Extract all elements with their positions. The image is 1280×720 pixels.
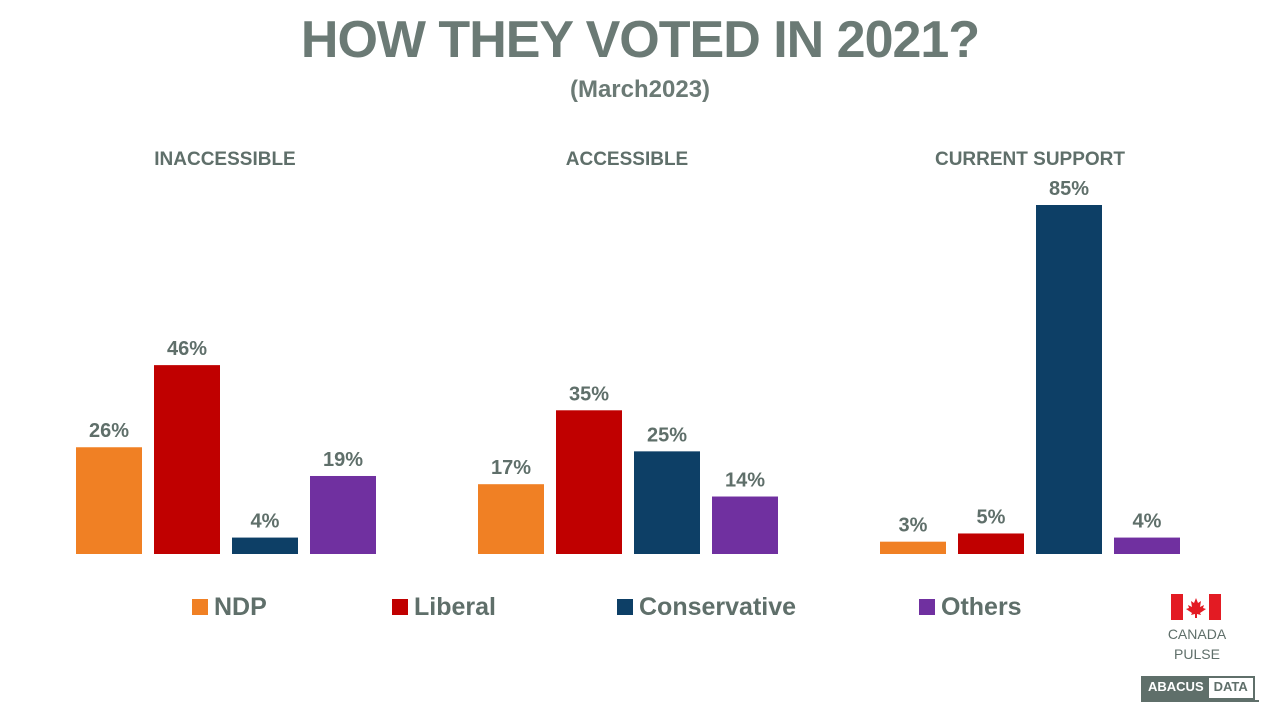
legend-item-liberal: Liberal [392, 592, 496, 622]
bar-accessible-liberal [556, 410, 622, 554]
group-label-accessible: ACCESSIBLE [566, 149, 688, 170]
chart-title: HOW THEY VOTED IN 2021? [300, 11, 980, 69]
bar-inaccessible-conservative [232, 537, 298, 554]
data-label-accessible-ndp: 17% [491, 457, 531, 479]
canada-pulse-line2: PULSE [1174, 646, 1220, 662]
data-label-current-support-ndp: 3% [899, 515, 928, 537]
abacus-data-logo: ABACUS DATA [1141, 676, 1255, 700]
bar-current-support-conservative [1036, 205, 1102, 554]
bar-inaccessible-others [310, 475, 376, 554]
data-label-accessible-liberal: 35% [569, 383, 609, 405]
data-label-inaccessible-ndp: 26% [89, 420, 129, 442]
legend-item-others: Others [919, 592, 1022, 622]
group-label-inaccessible: INACCESSIBLE [154, 149, 295, 170]
data-label-current-support-liberal: 5% [977, 506, 1006, 528]
legend-swatch-ndp [192, 599, 208, 615]
data-label-current-support-others: 4% [1133, 511, 1162, 533]
data-label-current-support-conservative: 85% [1049, 178, 1089, 200]
chart-subtitle: (March2023) [569, 76, 711, 103]
legend-swatch-liberal [392, 599, 408, 615]
legend-label-ndp: NDP [214, 592, 267, 621]
bar-current-support-liberal [958, 533, 1024, 554]
data-label-inaccessible-conservative: 4% [251, 511, 280, 533]
data-label-inaccessible-others: 19% [323, 449, 363, 471]
legend-swatch-conservative [617, 599, 633, 615]
legend-label-others: Others [941, 592, 1022, 621]
bar-current-support-others [1114, 537, 1180, 554]
bar-inaccessible-ndp [76, 447, 142, 554]
bar-accessible-ndp [478, 484, 544, 554]
data-label-inaccessible-liberal: 46% [167, 338, 207, 360]
bar-chart: INACCESSIBLE 26% 46% 4% 19% ACCESSIBLE 17% 35% 2… [76, 149, 1180, 554]
canada-flag-icon [1171, 594, 1221, 620]
canada-pulse-line1: CANADA [1167, 626, 1227, 642]
bar-accessible-others [712, 496, 778, 554]
legend-item-ndp: NDP [192, 592, 267, 622]
data-label-accessible-conservative: 25% [647, 424, 687, 446]
bar-accessible-conservative [634, 451, 700, 554]
abacus-logo-part1: ABACUS [1143, 678, 1209, 698]
legend-label-liberal: Liberal [414, 592, 496, 621]
bar-inaccessible-liberal [154, 365, 220, 554]
abacus-logo-part2: DATA [1208, 678, 1253, 698]
bar-current-support-ndp [880, 541, 946, 554]
legend-item-conservative: Conservative [617, 592, 796, 622]
data-label-accessible-others: 14% [725, 470, 765, 492]
legend-label-conservative: Conservative [639, 592, 797, 621]
legend-swatch-others [919, 599, 935, 615]
abacus-logo-rule [1141, 700, 1259, 702]
canada-pulse-logo-text: CANADA PULSE [1150, 624, 1244, 664]
group-label-current-support: CURRENT SUPPORT [935, 149, 1125, 170]
